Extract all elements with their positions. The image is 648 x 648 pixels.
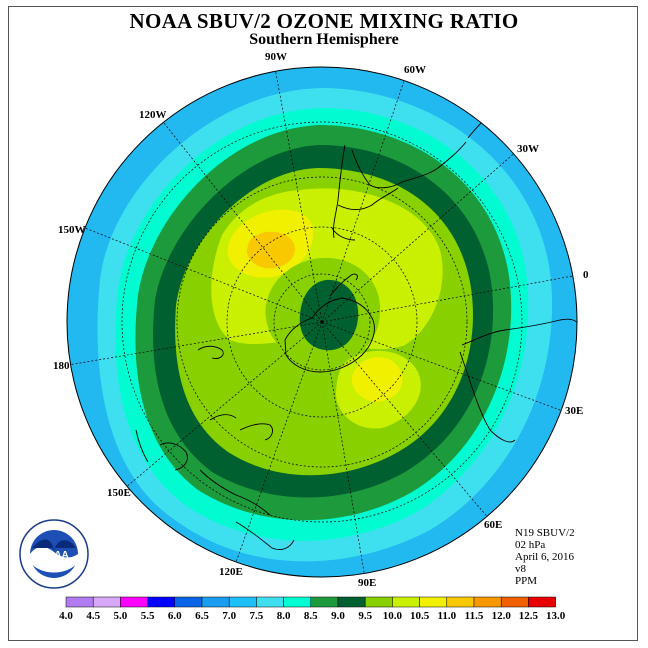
ozone-band-11: [247, 231, 295, 269]
colorbar-label: 12.0: [492, 610, 512, 622]
colorbar-label: 9.0: [331, 610, 345, 622]
colorbar-label: 10.5: [410, 610, 430, 622]
info-version: v8: [515, 563, 526, 575]
colorbar-label: 12.5: [519, 610, 539, 622]
colorbar-label: 8.0: [277, 610, 291, 622]
colorbar-swatch: [310, 596, 339, 608]
colorbar-label: 4.0: [59, 610, 73, 622]
colorbar-swatch: [500, 596, 529, 608]
colorbar-swatch: [147, 596, 176, 608]
lon-label-0: 0: [583, 269, 589, 281]
colorbar-swatch: [174, 596, 203, 608]
noaa-logo: NOAA: [19, 519, 89, 589]
colorbar-label: 10.0: [383, 610, 403, 622]
colorbar-swatch: [120, 596, 148, 608]
ozone-band-9-core: [299, 279, 359, 351]
colorbar-label: 4.5: [86, 610, 100, 622]
lon-label-90e: 90E: [358, 577, 376, 589]
map-subtitle: Southern Hemisphere: [249, 31, 399, 48]
product-info: N19 SBUV/2 02 hPa April 6, 2016 v8 PPM: [515, 527, 575, 587]
lon-label-30e: 30E: [565, 405, 583, 417]
colorbar-label: 13.0: [546, 610, 566, 622]
graticule: [67, 67, 577, 577]
colorbar-swatch: [419, 596, 448, 608]
map-title: NOAA SBUV/2 OZONE MIXING RATIO: [129, 9, 519, 33]
lon-label-30w: 30W: [517, 143, 539, 155]
lon-label-60w: 60W: [404, 64, 426, 76]
colorbar-swatch: [228, 596, 257, 608]
colorbar-label: 9.5: [358, 610, 372, 622]
colorbar-label: 7.5: [250, 610, 264, 622]
coastlines: [135, 117, 577, 551]
colorbar-swatch: [283, 596, 312, 608]
colorbar-swatch: [392, 596, 420, 608]
colorbar-swatch: [528, 596, 556, 608]
lon-label-150e: 150E: [107, 487, 131, 499]
colorbar-label: 6.0: [168, 610, 182, 622]
colorbar-label: 11.5: [465, 610, 484, 622]
colorbar-swatch: [256, 596, 284, 608]
colorbar-label: 5.5: [141, 610, 155, 622]
colorbar-swatch: [364, 596, 393, 608]
lon-label-150w: 150W: [58, 224, 86, 236]
colorbar-swatches: [65, 596, 556, 608]
lon-label-120e: 120E: [219, 566, 243, 578]
lon-label-60e: 60E: [484, 519, 502, 531]
colorbar-label: 5.0: [114, 610, 128, 622]
info-date: April 6, 2016: [515, 551, 574, 563]
colorbar-labels: 4.0 4.5 5.0 5.5 6.0 6.5 7.0 7.5 8.0 8.5 9.0 9.5 10.0…: [59, 610, 566, 622]
colorbar-label: 11.0: [437, 610, 456, 622]
colorbar-swatch: [201, 596, 230, 608]
colorbar-swatch: [92, 596, 121, 608]
colorbar-label: 7.0: [222, 610, 236, 622]
colorbar-swatch: [446, 596, 475, 608]
longitude-labels: 90W 60W 30W 0 30E 60E 90E 120E 150E 180 …: [53, 51, 589, 589]
lon-label-120w: 120W: [139, 109, 167, 121]
colorbar-label: 8.5: [304, 610, 318, 622]
info-pressure: 02 hPa: [515, 539, 546, 551]
colorbar-swatch: [473, 596, 502, 608]
colorbar-swatch: [65, 596, 94, 608]
noaa-logo-text: NOAA: [39, 550, 68, 561]
lon-label-180: 180: [53, 360, 70, 372]
info-units: PPM: [515, 575, 538, 587]
info-instrument: N19 SBUV/2: [515, 527, 575, 539]
lon-label-90w: 90W: [265, 51, 287, 63]
globe-outline: [66, 66, 578, 578]
ozone-band-10-5-east: [351, 357, 403, 402]
colorbar-swatch: [337, 596, 366, 608]
colorbar-label: 6.5: [195, 610, 209, 622]
